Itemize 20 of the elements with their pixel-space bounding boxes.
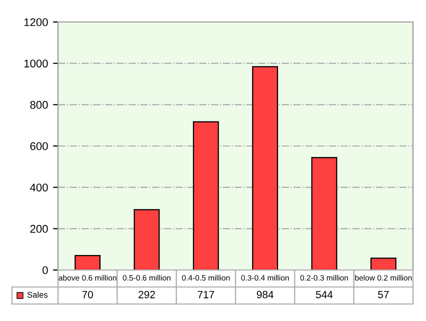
bar bbox=[370, 258, 396, 270]
bar bbox=[74, 254, 101, 270]
y-tick-label: 200 bbox=[30, 224, 48, 233]
data-label: 544 bbox=[316, 291, 333, 298]
data-label: 984 bbox=[256, 290, 274, 298]
data-label: 717 bbox=[198, 291, 214, 298]
bar bbox=[134, 209, 160, 270]
data-label: 57 bbox=[378, 291, 389, 298]
y-tick-label: 1000 bbox=[24, 60, 48, 68]
data-label: 292 bbox=[138, 290, 155, 298]
y-tick-label: 800 bbox=[30, 100, 48, 109]
y-tick-label: 400 bbox=[30, 184, 48, 192]
legend-label: Sales bbox=[27, 292, 48, 298]
bar bbox=[252, 66, 278, 270]
y-tick-label: 0 bbox=[42, 266, 48, 274]
y-tick-label: 1200 bbox=[24, 18, 48, 26]
data-label: 70 bbox=[82, 290, 93, 298]
y-tick-label: 600 bbox=[30, 142, 48, 150]
bar bbox=[311, 157, 338, 270]
bar bbox=[192, 121, 219, 270]
